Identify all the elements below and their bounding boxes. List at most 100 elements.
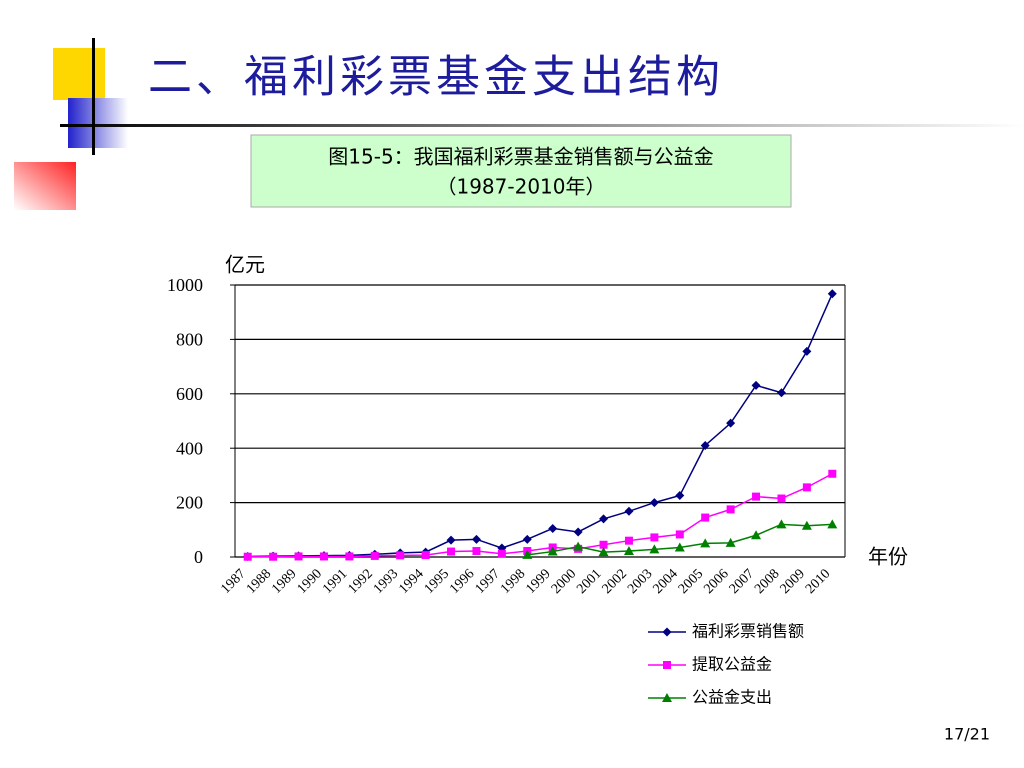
data-point [573,527,583,537]
x-tick-label: 1998 [498,566,528,596]
x-tick-label: 1993 [371,566,401,596]
x-tick-label: 1999 [523,566,553,596]
legend-marker [662,627,672,637]
data-point [802,346,812,356]
data-point [447,547,456,556]
data-point [623,546,634,556]
data-point [675,530,684,539]
x-tick-label: 2009 [778,566,808,596]
data-point [471,534,481,544]
data-point [243,552,252,561]
data-point [446,535,456,545]
data-point [752,492,761,501]
data-point [294,552,303,561]
data-point [675,491,685,501]
caption: 图15-5：我国福利彩票基金销售额与公益金 [328,145,713,169]
data-point [548,523,558,533]
data-point [674,542,685,552]
x-tick-label: 2010 [803,566,833,596]
x-tick-label: 1988 [244,566,274,596]
data-point [700,538,711,548]
data-point [573,541,584,551]
decor-hline [60,124,1024,127]
x-tick-label: 1996 [447,566,477,596]
legend-label: 福利彩票销售额 [692,622,804,641]
decor-yellow [53,48,105,100]
x-axis-label: 年份 [868,545,908,569]
data-point [700,440,710,450]
data-point [421,551,430,560]
data-point [776,388,786,398]
legend-label: 公益金支出 [692,688,772,707]
x-tick-label: 2004 [650,566,680,596]
y-tick-label: 0 [194,547,203,567]
x-tick-label: 2003 [625,566,655,596]
decor-red [14,162,76,210]
caption-box [250,134,792,208]
x-tick-label: 1997 [473,566,503,596]
data-point [599,514,609,524]
x-tick-label: 1991 [320,566,350,596]
y-tick-label: 400 [176,438,203,458]
data-point [751,530,762,540]
data-point [396,551,405,560]
x-tick-label: 1990 [295,566,325,596]
data-point [598,547,609,557]
legend-label: 提取公益金 [692,655,772,674]
x-tick-label: 2007 [727,566,757,596]
data-point [522,534,532,544]
data-point [726,418,736,428]
data-point [624,536,633,545]
data-point [522,549,533,559]
legend-marker [662,693,672,702]
data-point [649,498,659,508]
data-point [827,519,838,529]
x-tick-label: 2008 [752,566,782,596]
x-tick-label: 2000 [549,566,579,596]
data-point [776,519,787,529]
y-tick-label: 200 [176,493,203,513]
data-point [726,505,735,514]
data-point [751,380,761,390]
data-point [370,551,379,560]
caption: （1987-2010年） [436,175,605,199]
data-point [650,533,659,542]
data-point [701,513,710,522]
data-point [497,549,506,558]
data-point [345,552,354,561]
decor-blue [68,98,128,148]
data-point [547,546,558,556]
y-axis-label: 亿元 [225,253,265,277]
series-line [247,293,833,558]
x-tick-label: 1987 [218,566,248,596]
data-point [725,537,736,547]
data-point [624,506,634,516]
y-tick-label: 800 [176,330,203,350]
data-point [472,547,481,556]
data-point [319,552,328,561]
data-point [802,483,811,492]
page-number: 17/21 [944,725,990,744]
x-tick-label: 2005 [676,566,706,596]
x-tick-label: 1989 [269,566,299,596]
x-tick-label: 2006 [701,566,731,596]
x-tick-label: 1994 [396,566,426,596]
x-tick-label: 1992 [345,566,375,596]
slide-title: 二、福利彩票基金支出结构 [148,52,724,103]
data-point [599,540,608,549]
x-tick-label: 1995 [422,566,452,596]
y-tick-label: 1000 [167,275,203,295]
data-point [801,520,812,530]
y-tick-label: 600 [176,384,203,404]
x-tick-label: 2002 [600,566,630,596]
x-tick-label: 2001 [574,566,604,596]
data-point [828,469,837,478]
data-point [269,552,278,561]
decor-vline [92,38,95,155]
data-point [777,494,786,503]
legend-marker [663,661,671,669]
series-line [247,473,833,558]
data-point [649,544,660,554]
data-point [827,289,837,299]
